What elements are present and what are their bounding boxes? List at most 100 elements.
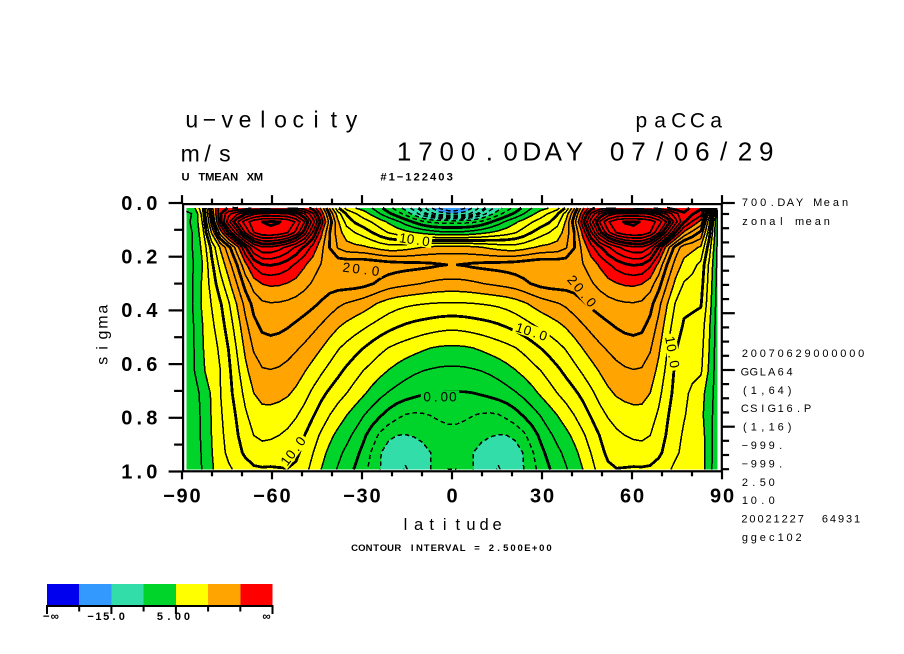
- svg-text:n: n: [842, 197, 848, 209]
- svg-text:a: a: [833, 197, 840, 209]
- svg-text:t: t: [456, 516, 461, 534]
- svg-text:9: 9: [176, 486, 187, 508]
- svg-text:0: 0: [121, 193, 132, 215]
- svg-text:0: 0: [543, 486, 554, 508]
- svg-text:0: 0: [751, 197, 757, 209]
- svg-text:9: 9: [769, 440, 775, 452]
- svg-text:0: 0: [121, 408, 132, 430]
- svg-text:G: G: [767, 403, 776, 415]
- svg-text:2: 2: [342, 260, 351, 276]
- svg-text:0: 0: [121, 300, 132, 322]
- svg-text:O: O: [358, 543, 365, 554]
- svg-text:.: .: [136, 408, 142, 430]
- svg-text:P: P: [804, 403, 811, 415]
- svg-text:c: c: [769, 532, 775, 544]
- svg-text:#: #: [380, 171, 387, 183]
- svg-text:.: .: [779, 440, 782, 452]
- svg-text:−: −: [43, 611, 50, 623]
- svg-text:5: 5: [103, 611, 109, 623]
- svg-text:2: 2: [742, 348, 748, 360]
- svg-text:l: l: [260, 107, 265, 133]
- svg-text:u: u: [466, 516, 475, 534]
- svg-text:4: 4: [830, 514, 836, 526]
- svg-text:−: −: [397, 171, 404, 183]
- svg-text:m: m: [94, 315, 111, 328]
- svg-text:d: d: [479, 516, 488, 534]
- svg-text:9: 9: [769, 458, 775, 470]
- svg-text:4: 4: [778, 385, 784, 397]
- svg-text:): ): [788, 385, 792, 397]
- svg-text:8: 8: [146, 408, 157, 430]
- svg-text:6: 6: [266, 486, 277, 508]
- svg-text:1: 1: [662, 335, 678, 345]
- svg-text:−: −: [253, 486, 265, 508]
- svg-text:X: X: [247, 171, 255, 183]
- svg-text:p: p: [636, 110, 648, 133]
- svg-text:o: o: [751, 216, 757, 228]
- svg-text:2: 2: [741, 514, 747, 526]
- svg-text:.: .: [167, 611, 170, 623]
- svg-text:=: =: [474, 543, 480, 554]
- svg-text:e: e: [493, 516, 502, 534]
- svg-text:g: g: [751, 532, 757, 544]
- svg-text:0: 0: [522, 322, 534, 339]
- svg-text:Y: Y: [796, 197, 804, 209]
- svg-text:6: 6: [787, 348, 793, 360]
- svg-text:/: /: [204, 140, 211, 166]
- svg-text:0: 0: [146, 461, 157, 483]
- svg-text:m: m: [795, 216, 804, 228]
- svg-text:.: .: [136, 461, 142, 483]
- svg-text:0: 0: [371, 263, 380, 279]
- svg-text:C: C: [351, 543, 358, 554]
- svg-text:g: g: [742, 532, 748, 544]
- svg-text:2: 2: [766, 514, 772, 526]
- svg-text:1: 1: [751, 385, 757, 397]
- svg-text:a: a: [94, 305, 111, 314]
- svg-text:.: .: [531, 325, 539, 340]
- svg-text:6: 6: [778, 366, 784, 378]
- svg-text:1: 1: [778, 403, 784, 415]
- svg-text:E: E: [431, 543, 437, 554]
- svg-text:0: 0: [666, 359, 682, 369]
- svg-text:(: (: [743, 422, 747, 434]
- svg-text:0: 0: [760, 197, 766, 209]
- svg-text:s: s: [219, 140, 231, 166]
- svg-text:S: S: [750, 403, 757, 415]
- svg-text:0: 0: [184, 611, 190, 623]
- svg-text:7: 7: [742, 197, 748, 209]
- svg-text:C: C: [741, 403, 749, 415]
- svg-text:6: 6: [769, 385, 775, 397]
- svg-text:1: 1: [778, 532, 784, 544]
- svg-text:1: 1: [854, 514, 860, 526]
- svg-text:1: 1: [405, 171, 411, 183]
- svg-text:t: t: [331, 107, 338, 133]
- svg-text:0: 0: [723, 486, 734, 508]
- svg-text:0: 0: [769, 477, 775, 489]
- svg-text:1: 1: [769, 422, 775, 434]
- svg-text:.: .: [752, 477, 755, 489]
- svg-text:0: 0: [406, 231, 416, 247]
- svg-text:6: 6: [620, 486, 631, 508]
- svg-text:−: −: [163, 486, 175, 508]
- svg-text:l: l: [404, 516, 408, 534]
- svg-text:0: 0: [461, 137, 475, 167]
- svg-text:0: 0: [438, 171, 444, 183]
- svg-text:U: U: [387, 543, 394, 554]
- svg-text:L: L: [760, 366, 766, 378]
- svg-text:e: e: [824, 197, 830, 209]
- svg-text:I: I: [761, 403, 764, 415]
- svg-text:0: 0: [674, 137, 688, 167]
- svg-text:1: 1: [397, 137, 411, 167]
- svg-text:6: 6: [778, 422, 784, 434]
- svg-text:3: 3: [530, 486, 541, 508]
- svg-text:i: i: [313, 107, 318, 133]
- svg-text:M: M: [205, 171, 214, 183]
- svg-text:7: 7: [769, 348, 775, 360]
- svg-text:0: 0: [446, 486, 457, 508]
- svg-text:9: 9: [710, 486, 721, 508]
- svg-text:0: 0: [769, 495, 775, 507]
- svg-text:G: G: [741, 366, 750, 378]
- svg-text:l: l: [780, 216, 782, 228]
- svg-text:−: −: [742, 440, 748, 452]
- svg-text:a: a: [815, 216, 822, 228]
